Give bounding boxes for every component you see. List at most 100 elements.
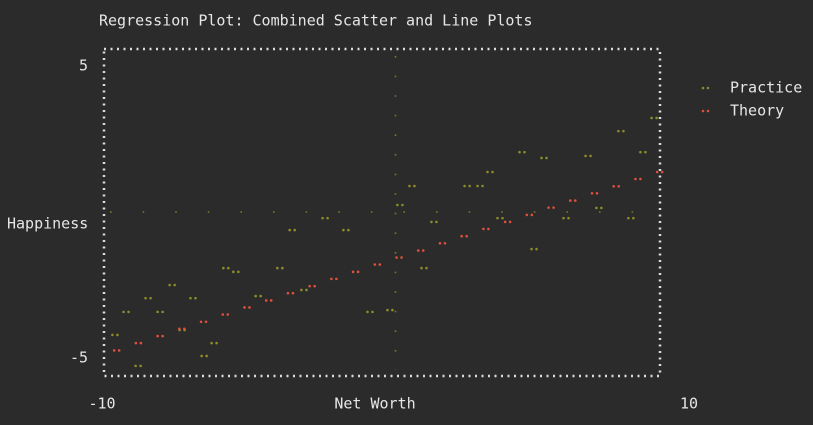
point-dot bbox=[595, 192, 599, 195]
point-dot bbox=[425, 266, 428, 270]
point-dot bbox=[395, 256, 398, 259]
point bbox=[650, 116, 658, 120]
point-dot bbox=[291, 291, 295, 295]
point-dot bbox=[408, 184, 411, 188]
point bbox=[396, 203, 404, 207]
legend-marker bbox=[706, 86, 710, 90]
point bbox=[210, 341, 218, 345]
point-dot bbox=[248, 306, 251, 309]
point bbox=[634, 177, 642, 181]
point-dot bbox=[632, 216, 635, 220]
point-dot bbox=[420, 266, 423, 270]
point-dot bbox=[634, 177, 637, 181]
point-dot bbox=[183, 327, 186, 331]
point bbox=[308, 284, 316, 288]
point bbox=[639, 150, 647, 154]
point-dot bbox=[313, 284, 316, 288]
point-dot bbox=[584, 154, 587, 158]
point-dot bbox=[501, 216, 504, 220]
point-dot bbox=[161, 310, 164, 314]
point bbox=[617, 129, 625, 133]
point-dot bbox=[567, 216, 570, 220]
point-dot bbox=[530, 247, 533, 251]
point bbox=[200, 354, 208, 358]
point bbox=[189, 296, 197, 300]
x-tick-label: 10 bbox=[680, 395, 698, 413]
point-dot bbox=[112, 349, 116, 352]
point-dot bbox=[288, 228, 291, 232]
point bbox=[476, 184, 484, 188]
point-dot bbox=[600, 206, 603, 210]
point-dot bbox=[127, 310, 130, 314]
point-dot bbox=[547, 206, 550, 209]
point-dot bbox=[660, 170, 664, 174]
point bbox=[530, 247, 538, 251]
point-dot bbox=[221, 313, 225, 316]
point bbox=[134, 341, 143, 345]
point-dot bbox=[535, 247, 538, 251]
point-dot bbox=[156, 334, 159, 338]
point-dot bbox=[168, 283, 171, 287]
point-dot bbox=[435, 220, 438, 224]
point bbox=[222, 266, 230, 270]
point bbox=[460, 234, 468, 238]
legend-marker bbox=[701, 86, 705, 90]
point-dot bbox=[300, 288, 303, 292]
point-dot bbox=[264, 299, 268, 302]
point bbox=[562, 216, 570, 220]
point-dot bbox=[356, 270, 360, 274]
point-dot bbox=[210, 341, 213, 345]
point-dot bbox=[650, 116, 653, 120]
point-dot bbox=[194, 296, 197, 300]
point-dot bbox=[627, 216, 630, 220]
point-dot bbox=[491, 170, 494, 174]
point-dot bbox=[396, 203, 399, 207]
point-dot bbox=[122, 310, 125, 314]
point-dot bbox=[639, 177, 642, 181]
point bbox=[416, 249, 425, 252]
point-dot bbox=[460, 234, 463, 238]
point-dot bbox=[117, 349, 121, 352]
point bbox=[525, 213, 534, 217]
point-dot bbox=[378, 263, 382, 266]
point-dot bbox=[134, 341, 138, 345]
point bbox=[655, 170, 664, 174]
point-dot bbox=[595, 206, 598, 210]
point-dot bbox=[111, 333, 114, 337]
point-dot bbox=[421, 249, 425, 252]
point-dot bbox=[371, 310, 374, 314]
point-dot bbox=[400, 256, 403, 259]
point-dot bbox=[173, 283, 176, 287]
point bbox=[568, 199, 577, 202]
point bbox=[496, 216, 504, 220]
point-dot bbox=[568, 199, 572, 202]
point bbox=[288, 228, 296, 232]
point bbox=[351, 270, 360, 274]
point-dot bbox=[589, 154, 592, 158]
point-dot bbox=[655, 170, 659, 174]
point bbox=[518, 150, 526, 154]
point bbox=[264, 299, 273, 302]
point bbox=[373, 263, 382, 266]
point bbox=[584, 154, 592, 158]
point-dot bbox=[305, 288, 308, 292]
point-dot bbox=[430, 220, 433, 224]
y-axis-label: Happiness bbox=[7, 215, 88, 233]
point-dot bbox=[401, 203, 404, 207]
point-dot bbox=[259, 294, 262, 298]
point bbox=[386, 308, 394, 312]
point-dot bbox=[226, 313, 230, 316]
point bbox=[627, 216, 635, 220]
point bbox=[178, 327, 186, 331]
point-dot bbox=[525, 213, 529, 217]
point bbox=[156, 334, 164, 338]
point bbox=[590, 192, 599, 195]
point bbox=[243, 306, 251, 309]
point bbox=[122, 310, 130, 314]
point-dot bbox=[227, 266, 230, 270]
point-dot bbox=[487, 227, 490, 231]
point-dot bbox=[308, 284, 311, 288]
point-dot bbox=[243, 306, 246, 309]
point-dot bbox=[655, 116, 658, 120]
